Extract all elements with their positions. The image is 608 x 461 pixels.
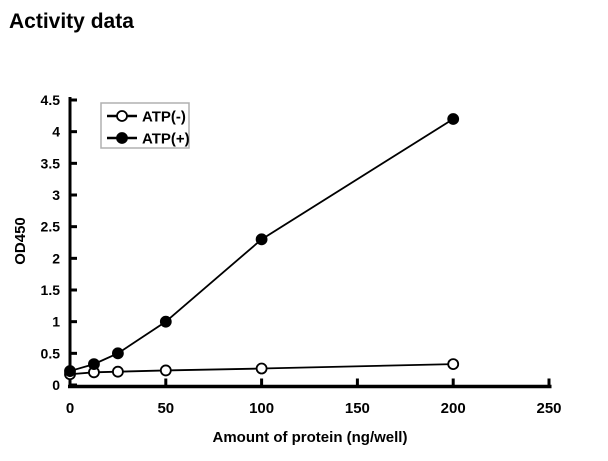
x-tick-label: 50 [157, 400, 174, 417]
data-point-atp-plus [255, 233, 268, 246]
legend-entry-label: ATP(+) [142, 131, 190, 148]
data-point-atp-minus [447, 358, 460, 371]
y-tick-label: 4 [52, 124, 60, 140]
x-axis-title: Amount of protein (ng/well) [213, 429, 408, 446]
data-point-atp-plus [159, 315, 172, 328]
y-tick-label: 0.5 [41, 345, 61, 361]
y-tick-label: 2 [52, 250, 60, 266]
y-tick-label: 1 [52, 314, 60, 330]
x-tick-label: 100 [249, 400, 274, 417]
y-tick-label: 1.5 [41, 282, 61, 298]
data-point-atp-plus [88, 358, 100, 371]
legend-box [100, 102, 190, 149]
x-tick-label: 250 [536, 400, 561, 417]
x-tick-label: 0 [66, 400, 74, 417]
data-point-atp-plus [447, 113, 460, 125]
data-point-atp-minus [112, 365, 124, 378]
x-tick-label: 200 [441, 400, 466, 417]
y-tick-label: 3.5 [41, 155, 61, 171]
legend-marker-open-circle-icon [116, 110, 128, 122]
y-axis-title: OD450 [12, 217, 29, 265]
data-point-atp-plus [112, 347, 124, 360]
legend-marker-filled-circle-icon [116, 132, 128, 144]
legend-entry-label: ATP(-) [142, 109, 186, 126]
data-point-atp-minus [159, 364, 172, 377]
x-tick-label: 150 [345, 400, 370, 417]
y-tick-label: 3 [52, 187, 60, 203]
data-point-atp-minus [255, 362, 268, 375]
y-tick-label: 0 [52, 377, 60, 393]
y-tick-label: 2.5 [41, 219, 61, 235]
data-point-atp-plus [64, 365, 76, 377]
y-tick-label: 4.5 [41, 92, 61, 108]
chart-title: Activity data [9, 10, 134, 33]
